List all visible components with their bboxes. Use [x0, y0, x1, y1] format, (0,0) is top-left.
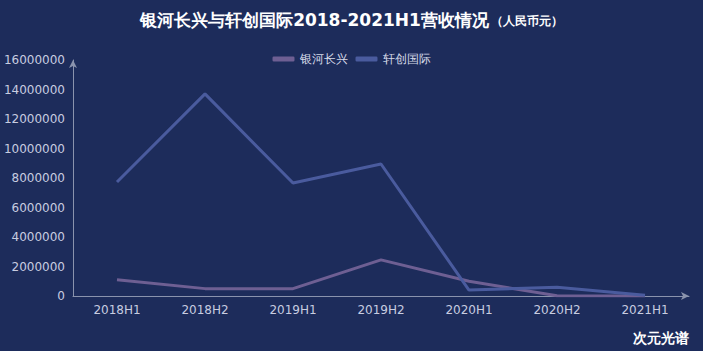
svg-text:8000000: 8000000 — [12, 171, 65, 185]
svg-text:16000000: 16000000 — [4, 53, 65, 67]
svg-text:2020H2: 2020H2 — [533, 303, 580, 317]
svg-text:（人民币元）: （人民币元） — [491, 14, 563, 28]
svg-text:10000000: 10000000 — [4, 142, 65, 156]
svg-text:2018H2: 2018H2 — [181, 303, 228, 317]
svg-text:2000000: 2000000 — [12, 260, 65, 274]
svg-text:银河长兴: 银河长兴 — [299, 52, 348, 66]
svg-text:2019H2: 2019H2 — [357, 303, 404, 317]
svg-text:2021H1: 2021H1 — [621, 303, 668, 317]
svg-text:4000000: 4000000 — [12, 230, 65, 244]
svg-text:0: 0 — [57, 289, 65, 303]
svg-text:银河长兴与轩创国际2018-2021H1营收情况: 银河长兴与轩创国际2018-2021H1营收情况 — [139, 10, 490, 30]
svg-text:2020H1: 2020H1 — [445, 303, 492, 317]
svg-text:2018H1: 2018H1 — [93, 303, 140, 317]
svg-text:2019H1: 2019H1 — [269, 303, 316, 317]
svg-text:次元光谱: 次元光谱 — [633, 330, 689, 346]
svg-text:12000000: 12000000 — [4, 112, 65, 126]
svg-text:14000000: 14000000 — [4, 83, 65, 97]
svg-text:6000000: 6000000 — [12, 201, 65, 215]
svg-text:轩创国际: 轩创国际 — [383, 52, 431, 66]
